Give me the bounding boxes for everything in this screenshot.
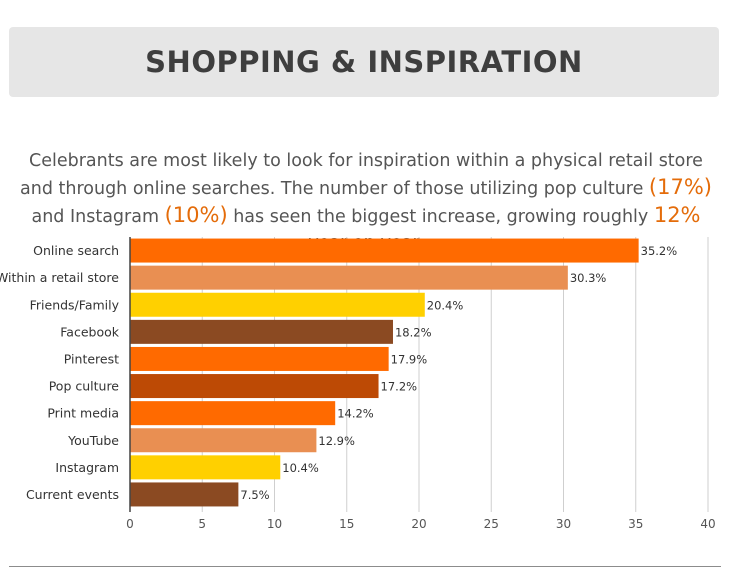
bar — [130, 238, 639, 263]
bottom-divider — [9, 566, 721, 567]
growth-pct: 12% — [653, 202, 701, 227]
bar-chart: 0 5 10 15 20 25 30 35 40 Online search 35.2% Within… — [0, 237, 716, 531]
category-label: Within a retail store — [0, 270, 119, 285]
x-tick-label: 40 — [700, 517, 715, 531]
bar — [130, 401, 336, 426]
data-label: 12.9% — [318, 434, 355, 448]
data-label: 35.2% — [641, 244, 678, 258]
x-tick-label: 5 — [198, 517, 206, 531]
x-tick-label: 35 — [628, 517, 643, 531]
x-tick-label: 15 — [339, 517, 354, 531]
x-tick-label: 30 — [556, 517, 571, 531]
bar — [130, 455, 281, 480]
category-label: Facebook — [60, 324, 119, 339]
data-label: 17.9% — [391, 352, 428, 366]
x-tick-label: 20 — [411, 517, 426, 531]
pop-culture-pct: (17%) — [648, 174, 712, 199]
category-label: Current events — [26, 487, 119, 502]
title-banner: SHOPPING & INSPIRATION — [9, 27, 719, 97]
instagram-pct: (10%) — [164, 202, 228, 227]
bar — [130, 374, 379, 399]
bar — [130, 319, 393, 344]
x-tick-label: 25 — [484, 517, 499, 531]
data-label: 20.4% — [427, 298, 464, 312]
category-label: Instagram — [55, 460, 119, 475]
category-label: Friends/Family — [30, 297, 120, 312]
data-label: 30.3% — [570, 271, 607, 285]
data-label: 10.4% — [282, 461, 319, 475]
data-label: 14.2% — [337, 407, 374, 421]
intro-part-1: Celebrants are most likely to look for i… — [20, 150, 703, 199]
x-tick-label: 0 — [126, 517, 134, 531]
data-label: 18.2% — [395, 325, 432, 339]
bar — [130, 428, 317, 453]
category-label: YouTube — [67, 433, 119, 448]
category-label: Print media — [47, 406, 119, 421]
category-label: Pinterest — [64, 351, 119, 366]
bar — [130, 292, 425, 317]
page-title: SHOPPING & INSPIRATION — [145, 45, 583, 79]
category-label: Online search — [33, 243, 119, 258]
data-label: 17.2% — [381, 380, 418, 394]
data-label: 7.5% — [240, 488, 269, 502]
intro-part-3: has seen the biggest increase, growing r… — [227, 206, 654, 227]
intro-text: Celebrants are most likely to look for i… — [10, 148, 722, 256]
bar — [130, 482, 239, 507]
category-label: Pop culture — [49, 379, 120, 394]
bar — [130, 265, 568, 290]
bar — [130, 346, 389, 371]
x-tick-label: 10 — [267, 517, 282, 531]
intro-part-2: and Instagram — [31, 206, 165, 227]
